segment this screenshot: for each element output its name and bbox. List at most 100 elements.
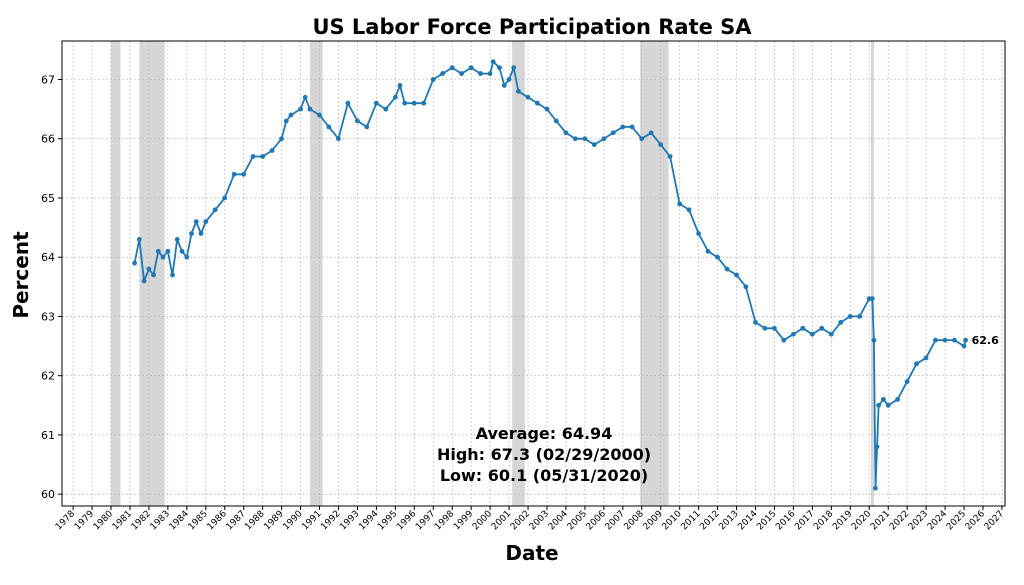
y-tick-label: 60 bbox=[41, 488, 55, 501]
data-point bbox=[250, 154, 256, 159]
data-point bbox=[534, 100, 540, 106]
data-point bbox=[307, 106, 313, 112]
data-point bbox=[373, 100, 379, 106]
y-tick-label: 64 bbox=[41, 251, 55, 264]
data-point bbox=[506, 77, 512, 82]
y-tick-label: 65 bbox=[41, 192, 55, 205]
data-point bbox=[772, 325, 777, 331]
data-point bbox=[397, 83, 403, 88]
data-point bbox=[298, 106, 303, 112]
data-point bbox=[283, 118, 289, 124]
data-point bbox=[511, 65, 517, 71]
data-point bbox=[189, 231, 194, 236]
data-point bbox=[179, 248, 185, 254]
data-point bbox=[942, 337, 948, 343]
data-point bbox=[231, 171, 237, 177]
data-point bbox=[923, 355, 929, 361]
y-tick-label: 63 bbox=[41, 310, 55, 323]
data-point bbox=[146, 266, 152, 272]
high-annotation: High: 67.3 (02/29/2000) bbox=[437, 445, 651, 464]
data-point bbox=[762, 325, 768, 331]
y-tick-label: 62 bbox=[41, 370, 55, 383]
recession-band bbox=[640, 41, 669, 506]
data-point bbox=[876, 402, 882, 408]
average-annotation: Average: 64.94 bbox=[476, 424, 613, 443]
data-point bbox=[790, 331, 796, 337]
data-point bbox=[963, 337, 969, 343]
grid-lines bbox=[62, 41, 1005, 506]
data-point bbox=[658, 142, 664, 148]
plot-area: 6061626364656667197819791980198119821983… bbox=[41, 40, 1006, 532]
data-point bbox=[241, 171, 247, 177]
data-point bbox=[203, 219, 209, 225]
data-point bbox=[800, 325, 806, 331]
data-point bbox=[174, 237, 180, 242]
data-point bbox=[317, 112, 322, 118]
data-point bbox=[430, 77, 436, 82]
data-point bbox=[724, 266, 730, 272]
data-point bbox=[198, 231, 204, 236]
data-point bbox=[857, 314, 863, 319]
data-point bbox=[881, 396, 886, 402]
data-point bbox=[184, 254, 190, 260]
data-point bbox=[819, 325, 825, 331]
data-point bbox=[933, 337, 938, 343]
data-point bbox=[667, 154, 673, 159]
data-point bbox=[874, 444, 880, 450]
data-point bbox=[715, 254, 720, 260]
series-layer bbox=[132, 59, 969, 491]
low-annotation: Low: 60.1 (05/31/2020) bbox=[440, 466, 648, 485]
data-point bbox=[497, 65, 502, 71]
recession-bands bbox=[110, 41, 874, 506]
data-point bbox=[501, 83, 507, 88]
data-point bbox=[904, 379, 910, 385]
data-point bbox=[459, 71, 464, 76]
data-point bbox=[705, 248, 711, 254]
data-point bbox=[639, 136, 645, 142]
data-point bbox=[895, 396, 900, 402]
data-point bbox=[525, 94, 531, 100]
x-axis-label: Date bbox=[505, 541, 558, 565]
data-point bbox=[563, 130, 569, 136]
data-point bbox=[572, 136, 578, 142]
data-point bbox=[582, 136, 588, 142]
plot-frame bbox=[61, 40, 1006, 507]
data-point bbox=[629, 124, 635, 130]
recession-band bbox=[110, 41, 121, 506]
data-point bbox=[302, 94, 308, 100]
data-point bbox=[136, 237, 142, 242]
data-point bbox=[355, 118, 360, 124]
data-point bbox=[686, 207, 692, 213]
data-point bbox=[553, 118, 559, 124]
last-value-label: 62.6 bbox=[972, 334, 999, 347]
data-point bbox=[885, 402, 891, 408]
chart-title: US Labor Force Participation Rate SA bbox=[312, 15, 752, 39]
data-point bbox=[440, 71, 446, 76]
data-point bbox=[838, 319, 844, 325]
data-point bbox=[873, 485, 878, 491]
data-point bbox=[170, 272, 175, 278]
data-point bbox=[421, 100, 427, 106]
data-point bbox=[402, 100, 408, 106]
recession-band bbox=[512, 41, 525, 506]
data-point bbox=[610, 130, 616, 136]
data-point bbox=[869, 296, 875, 302]
data-point bbox=[468, 65, 474, 71]
data-point bbox=[326, 124, 332, 130]
data-point bbox=[160, 254, 166, 260]
data-point bbox=[490, 59, 496, 65]
data-point bbox=[288, 112, 294, 118]
data-point bbox=[222, 195, 228, 201]
data-point bbox=[591, 142, 597, 148]
data-point bbox=[165, 248, 171, 254]
data-point bbox=[260, 154, 265, 159]
data-point bbox=[141, 278, 147, 284]
data-point bbox=[781, 337, 787, 343]
y-tick-label: 67 bbox=[41, 74, 55, 87]
data-point bbox=[478, 71, 483, 76]
data-point bbox=[364, 124, 370, 130]
data-point bbox=[193, 219, 199, 225]
y-tick-label: 66 bbox=[41, 133, 55, 146]
y-tick-label: 61 bbox=[41, 429, 55, 442]
data-point bbox=[155, 248, 161, 254]
